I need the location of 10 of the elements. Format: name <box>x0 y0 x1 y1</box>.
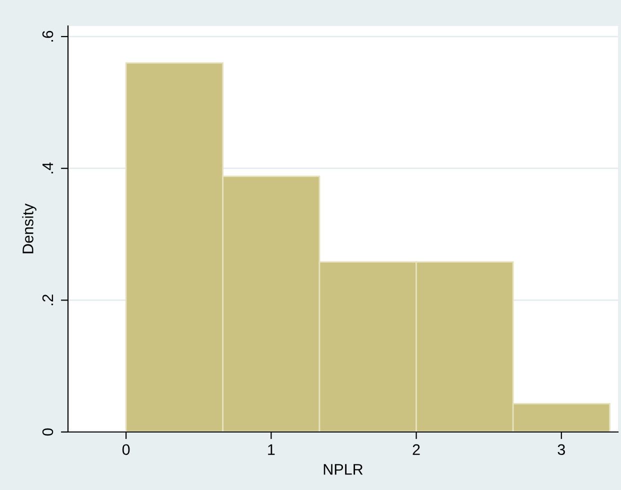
x-tick-label: 3 <box>558 444 565 456</box>
y-tick-label: .4 <box>42 162 54 174</box>
y-axis-title: Density <box>22 204 36 254</box>
y-tick-label: .6 <box>42 30 54 42</box>
y-tick-label: 0 <box>42 428 54 436</box>
y-tick-label: .2 <box>42 294 54 306</box>
x-tick-label: 1 <box>268 444 275 455</box>
x-tick-label: 0 <box>122 444 130 456</box>
x-tick-label: 2 <box>412 444 420 455</box>
x-axis-title: NPLR <box>324 464 363 475</box>
